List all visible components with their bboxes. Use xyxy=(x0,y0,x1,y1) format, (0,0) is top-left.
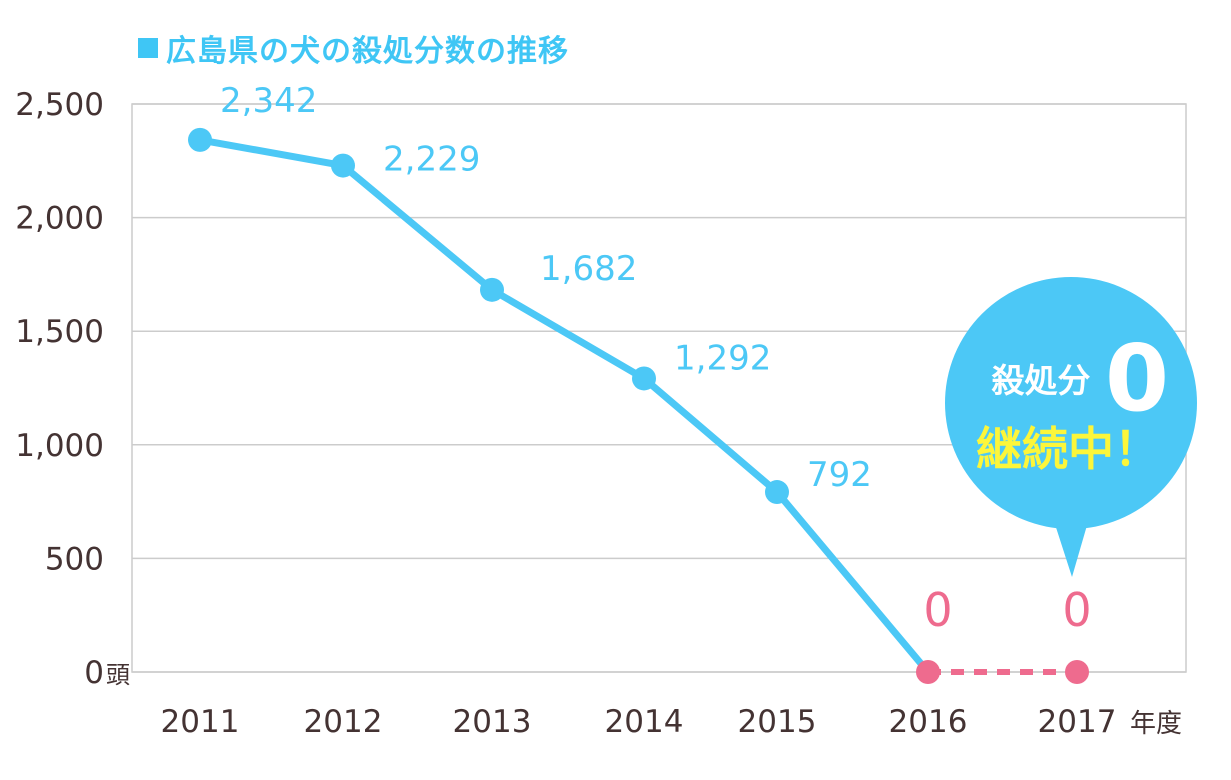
series-line xyxy=(196,136,932,676)
x-tick-label: 2012 xyxy=(304,704,383,740)
data-label: 792 xyxy=(807,455,872,495)
y-tick-label: 500 xyxy=(45,541,104,577)
callout-big-number: 0 xyxy=(1105,325,1169,432)
data-label: 2,229 xyxy=(383,140,480,180)
data-point xyxy=(331,153,355,178)
x-tick-label: 2011 xyxy=(161,704,240,740)
data-point xyxy=(765,480,789,505)
data-label: 1,682 xyxy=(540,249,637,289)
data-point xyxy=(188,127,212,152)
y-tick-label: 2,500 xyxy=(15,87,104,123)
y-tick-label: 0 xyxy=(84,655,104,691)
y-tick-label: 1,000 xyxy=(15,428,104,464)
chart-title: 広島県の犬の殺処分数の推移 xyxy=(138,26,569,70)
callout-bubble xyxy=(945,277,1197,529)
y-tick-label: 1,500 xyxy=(15,314,104,350)
data-point xyxy=(916,660,940,684)
x-unit-label: 年度 xyxy=(1130,709,1182,739)
callout-line1: 殺処分 xyxy=(992,361,1091,400)
x-tick-label: 2013 xyxy=(453,704,532,740)
data-label: 2,342 xyxy=(220,81,317,121)
data-point xyxy=(480,277,504,302)
callout-pointer xyxy=(1052,515,1090,577)
title-square-icon xyxy=(138,38,158,58)
x-tick-label: 2017 xyxy=(1038,704,1117,740)
data-point xyxy=(632,366,656,391)
chart-title-text: 広島県の犬の殺処分数の推移 xyxy=(166,34,569,69)
x-tick-label: 2015 xyxy=(738,704,817,740)
callout-line2: 継続中！ xyxy=(976,422,1160,476)
data-label: 0 xyxy=(1062,583,1091,637)
y-unit-label: 頭 xyxy=(106,661,130,689)
data-label: 0 xyxy=(923,583,952,637)
x-tick-label: 2014 xyxy=(605,704,684,740)
data-point xyxy=(1065,660,1089,684)
x-tick-label: 2016 xyxy=(889,704,968,740)
data-label: 1,292 xyxy=(674,338,771,378)
y-tick-label: 2,000 xyxy=(15,201,104,237)
